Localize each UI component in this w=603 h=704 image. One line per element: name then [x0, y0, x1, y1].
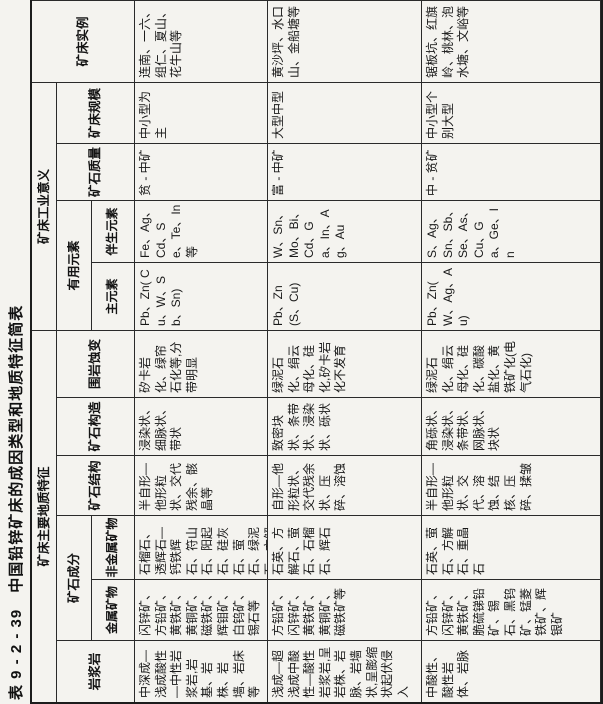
- col-header-examples: 矿床实例: [32, 0, 135, 82]
- cell-row3-examples: 锯板坑、红旗岭、桃林、泡水塘、文峪等: [422, 0, 601, 82]
- cell-row1-examples: 连南、一六、组仁、夏山、花牛山等: [135, 0, 268, 82]
- cell-row1-scale: 中小型为主: [135, 82, 268, 143]
- cell-row2-examples: 黄沙坪、水口山、金船塘等: [268, 0, 422, 82]
- cell-row1-metallic: 闪锌矿、方铅矿、黄铁矿、黄铜矿、磁铁矿、辉钼矿、白钨矿、锡石等: [135, 579, 268, 640]
- cell-row2-texture: 自形—他形粒状、交代残余状、压碎、溶蚀: [268, 455, 422, 515]
- cell-row2-metallic: 方铅矿、闪锌矿、黄铁矿、黄铜矿、磁铁矿等: [268, 579, 422, 640]
- cell-row3-metallic: 方铅矿、闪锌矿、黄铁矿、脆硫锑铅矿、锡石、黑钨矿、锰菱铁矿、辉银矿: [422, 579, 601, 640]
- cell-row2-structure: 致密块状、条带状、浸染状、砾状: [268, 397, 422, 455]
- cell-row3-main-elements: Pb、Zn( W、Ag、Au): [422, 262, 601, 330]
- table-title: 表 9 - 2 - 39 中国铅锌矿床的成因类型和地质特征简表: [7, 304, 25, 700]
- cell-row2-main-elements: Pb、Zn(S、Cu): [268, 262, 422, 330]
- col-header-useful-elements: 有用元素: [57, 200, 92, 330]
- cell-row2-scale: 大型中型: [268, 82, 422, 143]
- cell-row1-magmatic: 中深成—浅成酸性—中性岩浆岩,岩基、岩株、岩墙、岩床等: [135, 640, 268, 702]
- cell-row3-scale: 中小型个别大型: [422, 82, 601, 143]
- col-header-ore-texture: 矿石结构: [57, 455, 135, 515]
- col-header-ore-structure: 矿石构造: [57, 397, 135, 455]
- group-header-geology: 矿床主要地质特征: [32, 330, 57, 702]
- cell-row3-alteration: 绿泥石化、绢云母化、硅化、碳酸盐化、黄铁矿化(电气石化): [422, 330, 601, 397]
- cell-row3-magmatic: 中酸性、酸性岩体、岩脉: [422, 640, 601, 702]
- cell-row3-structure: 角砾状、浸染状、条带状、网脉状、块状: [422, 397, 601, 455]
- col-header-ore-quality: 矿石质量: [57, 143, 135, 200]
- cell-row1-quality: 贫 - 中矿: [135, 143, 268, 200]
- col-header-associated-elements: 伴生元素: [92, 200, 135, 262]
- cell-row2-associated-elements: W、Sn、Mo、Bi、Cd、Ga、In、Ag、Au: [268, 200, 422, 262]
- deposit-feature-table: 矿床主要地质特征 矿床工业意义 矿床实例 岩浆岩 矿石成分 金属矿物 非金属矿物…: [30, 0, 603, 704]
- cell-row1-texture: 半自形—他形粒状、交代残余、骸晶等: [135, 455, 268, 515]
- col-header-main-elements: 主元素: [92, 262, 135, 330]
- cell-row1-structure: 浸染状、细脉状、带状: [135, 397, 268, 455]
- cell-row3-nonmetallic: 石英、萤石、方解石、重晶石: [422, 515, 601, 579]
- cell-row2-nonmetallic: 石英、方解石、萤石、石榴石、辉石: [268, 515, 422, 579]
- col-header-wallrock-alteration: 围岩蚀变: [57, 330, 135, 397]
- col-header-ore-composition: 矿石成分: [57, 515, 92, 640]
- cell-row3-associated-elements: S、Ag、Sn、Sb、Se、As、Cu、Ga、Ge、In: [422, 200, 601, 262]
- cell-row1-associated-elements: Fe、Ag、Cd、Se、Te、In 等: [135, 200, 268, 262]
- col-header-deposit-scale: 矿床规模: [57, 82, 135, 143]
- col-header-metallic-minerals: 金属矿物: [92, 579, 135, 640]
- cell-row1-alteration: 矽卡岩化、绿帘石化等,分带明显: [135, 330, 268, 397]
- cell-row3-quality: 中 - 贫矿: [422, 143, 601, 200]
- cell-row2-magmatic: 浅成—超浅成中酸性—酸性岩浆岩,呈岩株、岩脉、岩墙状,呈膨缩状起伏侵入: [268, 640, 422, 702]
- cell-row1-nonmetallic: 石榴石、透辉石—钙铁辉石、符山石、阳起石、硅灰石、萤石、绿泥石、方解石等: [135, 515, 268, 579]
- cell-row3-texture: 半自形—他形粒状、交代、溶蚀、结核、压碎、揉皱: [422, 455, 601, 515]
- group-header-industry: 矿床工业意义: [32, 82, 57, 330]
- col-header-magmatic-rock: 岩浆岩: [57, 640, 135, 702]
- cell-row1-main-elements: Pb、Zn( Cu、W、Sb、Sn): [135, 262, 268, 330]
- col-header-nonmetallic-minerals: 非金属矿物: [92, 515, 135, 579]
- cell-row2-alteration: 绿泥石化、绢云母化、硅化,矽卡岩化不发育: [268, 330, 422, 397]
- cell-row2-quality: 富 - 中矿: [268, 143, 422, 200]
